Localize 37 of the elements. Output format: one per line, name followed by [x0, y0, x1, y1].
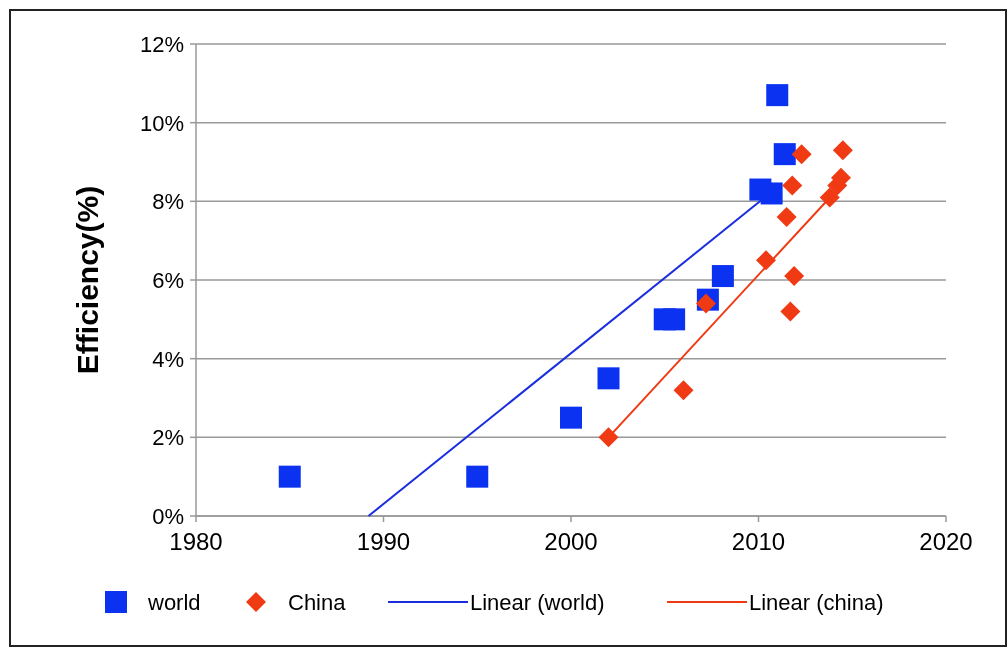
x-tick-label: 2000	[544, 528, 598, 555]
x-tick-label: 1980	[169, 528, 223, 555]
legend-label: Linear (world)	[470, 590, 605, 615]
y-tick-label: 8%	[152, 189, 184, 215]
point	[776, 207, 797, 228]
point	[278, 465, 301, 488]
point	[598, 427, 619, 448]
point	[560, 406, 582, 429]
point	[819, 187, 840, 208]
point	[760, 182, 783, 205]
point	[773, 143, 796, 166]
point	[791, 144, 812, 165]
y-tick-label: 12%	[139, 32, 184, 57]
legend-label: Linear (china)	[749, 590, 884, 615]
y-tick-label: 4%	[152, 346, 184, 372]
x-tick-label: 2020	[919, 528, 973, 555]
x-tick-label: 1990	[356, 528, 411, 555]
y-axis-title: Efficiency(%)	[71, 185, 104, 375]
point	[597, 367, 620, 390]
point	[696, 293, 716, 314]
point	[766, 84, 789, 107]
legend-label: China	[288, 590, 347, 615]
point	[673, 380, 694, 401]
point	[756, 250, 776, 271]
point	[832, 140, 853, 161]
y-tick-label: 2%	[152, 425, 184, 451]
y-tick-label: 10%	[139, 110, 184, 136]
legend-label: world	[147, 590, 201, 615]
y-tick-label: 6%	[152, 268, 184, 293]
point	[663, 308, 686, 331]
y-tick-label: 0%	[152, 504, 184, 529]
point	[780, 301, 801, 322]
point	[784, 266, 805, 287]
point	[711, 265, 734, 288]
point	[782, 175, 803, 196]
point	[466, 465, 489, 488]
x-tick-label: 2010	[731, 528, 786, 555]
